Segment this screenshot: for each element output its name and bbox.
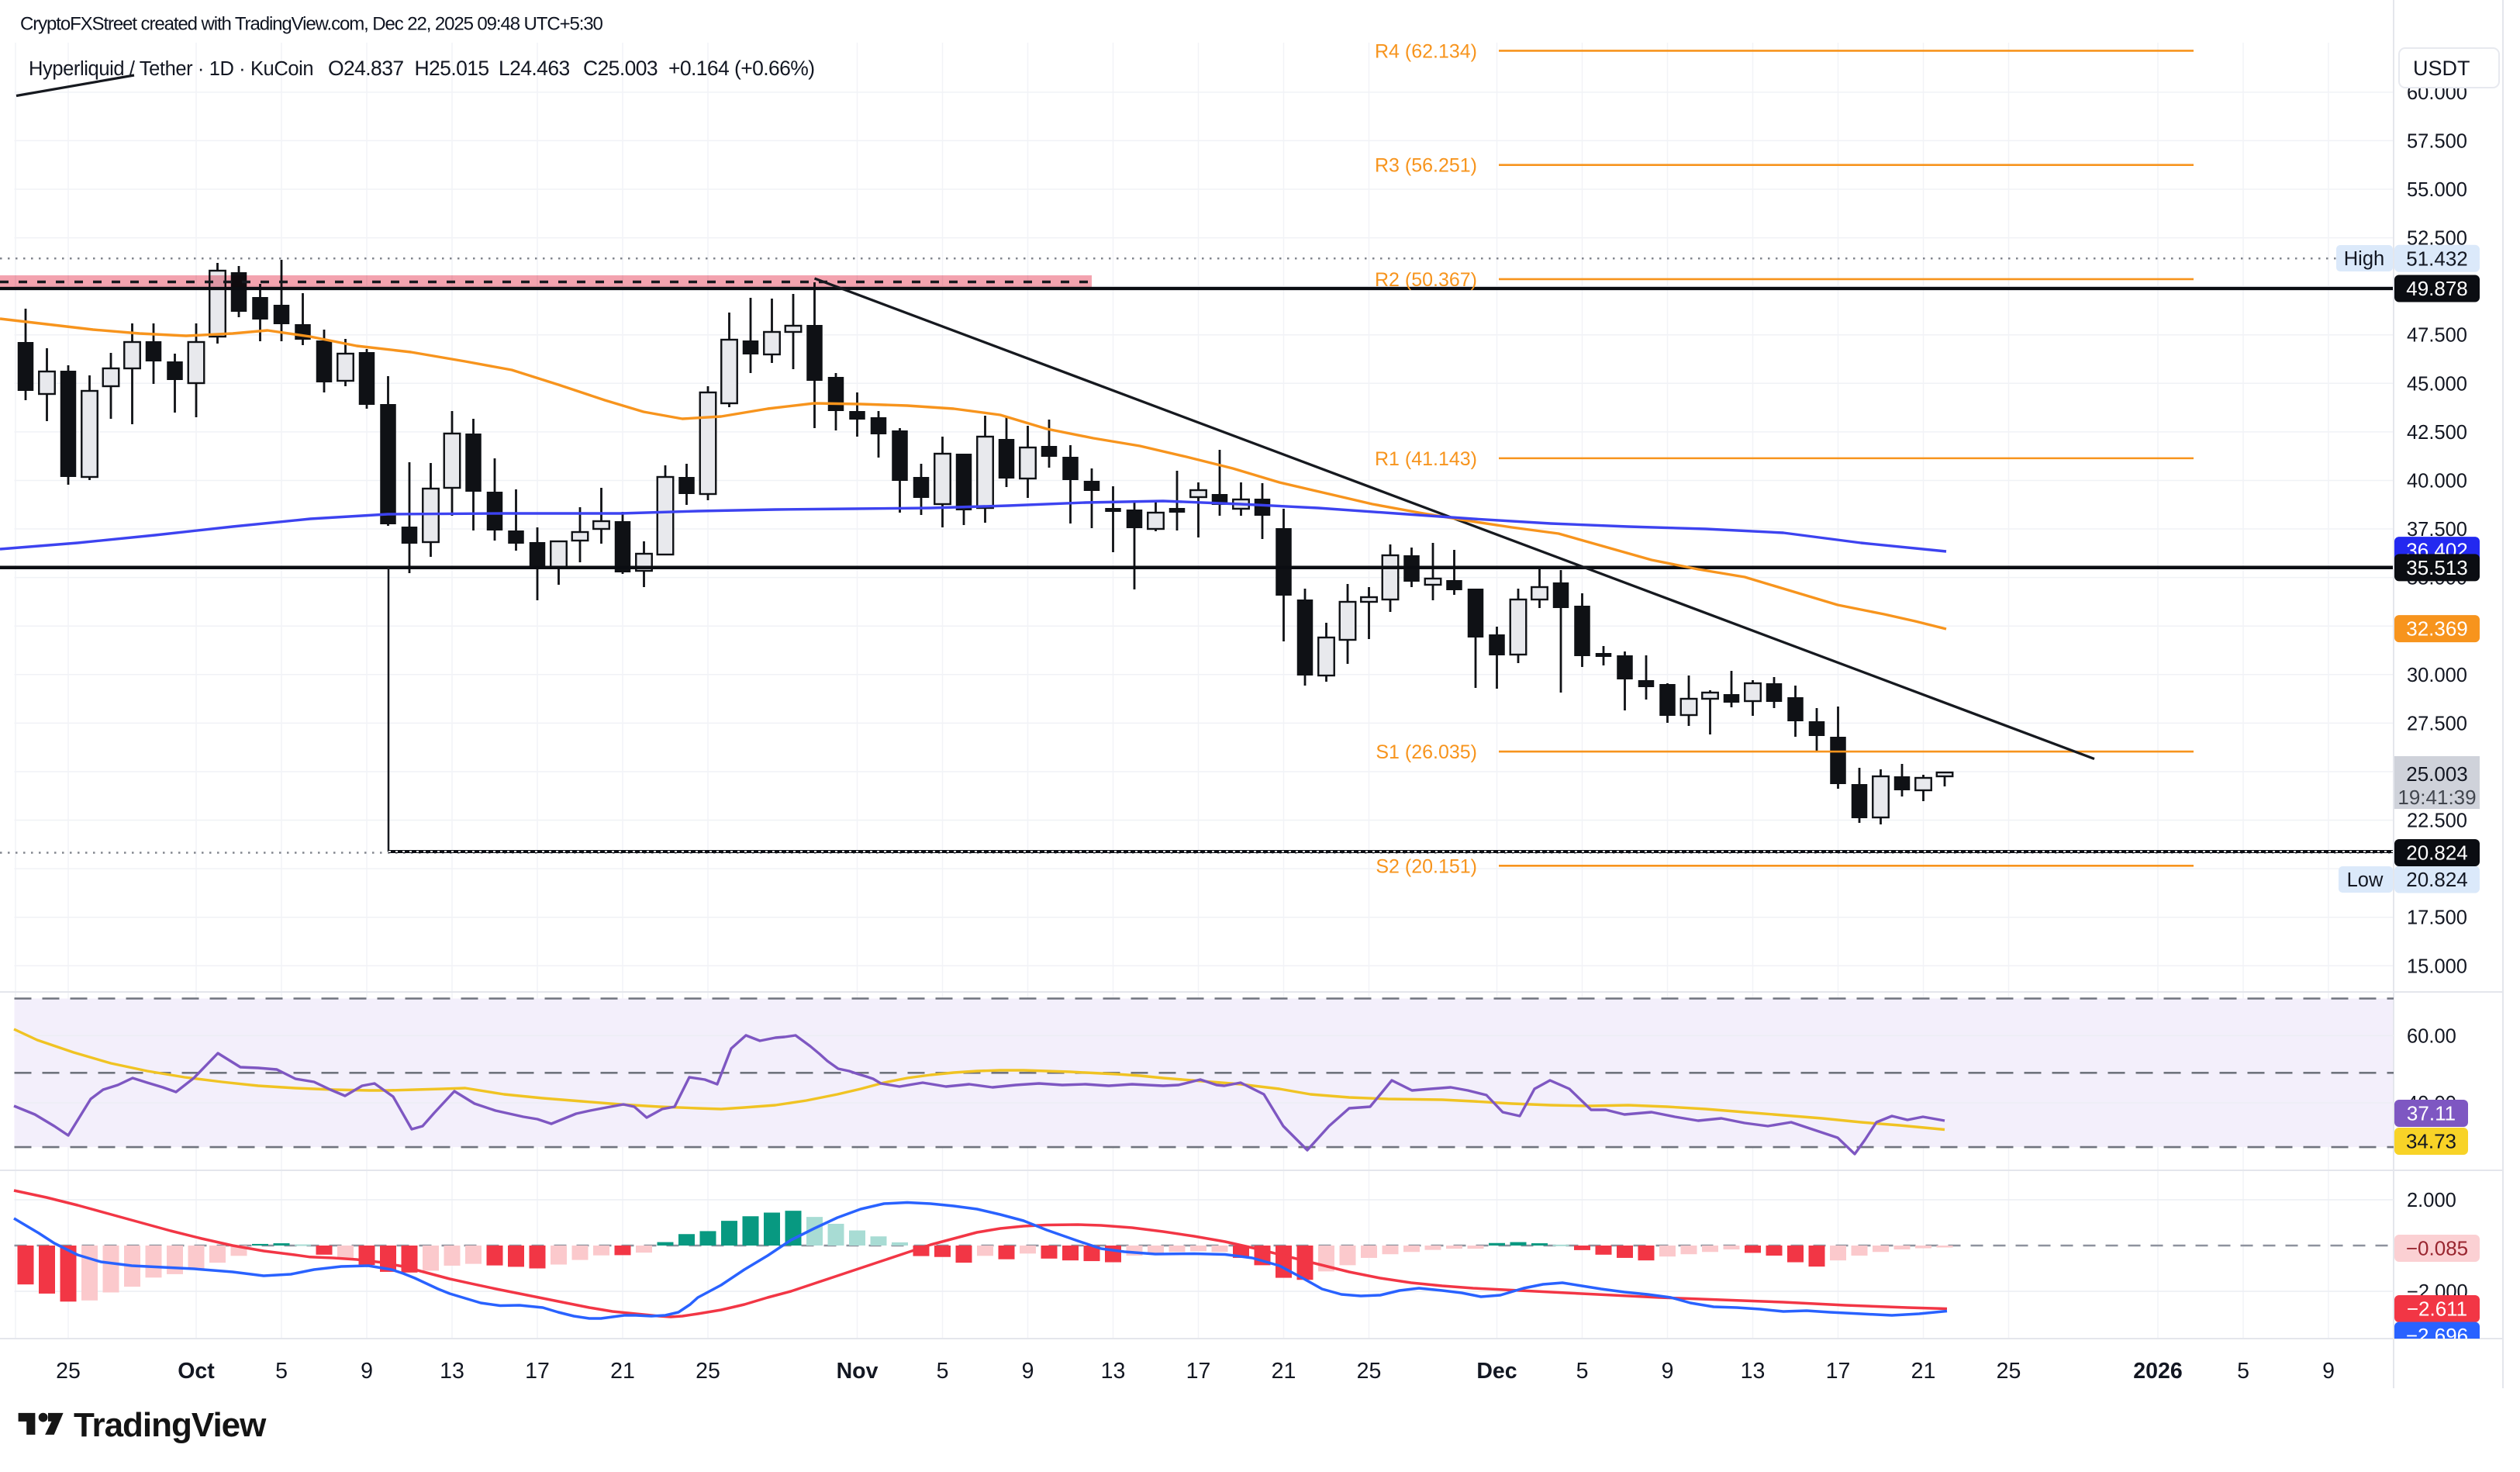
- svg-text:13: 13: [1101, 1359, 1126, 1384]
- svg-text:21: 21: [610, 1359, 635, 1384]
- svg-text:60.00: 60.00: [2407, 1025, 2456, 1047]
- svg-text:57.500: 57.500: [2407, 130, 2467, 152]
- svg-text:9: 9: [2322, 1359, 2335, 1384]
- svg-text:9: 9: [1022, 1359, 1034, 1384]
- svg-text:9: 9: [361, 1359, 373, 1384]
- svg-text:13: 13: [440, 1359, 464, 1384]
- svg-text:42.500: 42.500: [2407, 422, 2467, 444]
- svg-text:5: 5: [937, 1359, 949, 1384]
- svg-text:TradingView: TradingView: [74, 1406, 267, 1444]
- svg-text:20.824: 20.824: [2406, 868, 2468, 891]
- svg-text:−2.611: −2.611: [2407, 1298, 2467, 1321]
- svg-text:21: 21: [1272, 1359, 1296, 1384]
- svg-text:Hyperliquid / Tether · 1D · Ku: Hyperliquid / Tether · 1D · KuCoin: [29, 58, 313, 80]
- svg-text:17: 17: [1826, 1359, 1851, 1384]
- svg-text:R3 (56.251): R3 (56.251): [1375, 155, 1477, 177]
- svg-text:5: 5: [2237, 1359, 2249, 1384]
- svg-text:47.500: 47.500: [2407, 325, 2467, 347]
- svg-text:25: 25: [696, 1359, 720, 1384]
- svg-text:20.824: 20.824: [2406, 841, 2468, 865]
- svg-text:34.73: 34.73: [2406, 1130, 2456, 1153]
- svg-text:15.000: 15.000: [2407, 955, 2467, 977]
- svg-text:Oct: Oct: [178, 1359, 215, 1384]
- svg-text:55.000: 55.000: [2407, 179, 2467, 201]
- svg-text:25: 25: [1357, 1359, 1382, 1384]
- svg-text:49.878: 49.878: [2406, 277, 2468, 300]
- svg-text:5: 5: [275, 1359, 288, 1384]
- svg-text:40.000: 40.000: [2407, 470, 2467, 492]
- svg-text:21: 21: [1911, 1359, 1936, 1384]
- svg-text:R1 (41.143): R1 (41.143): [1375, 448, 1477, 470]
- svg-text:35.513: 35.513: [2406, 556, 2468, 579]
- svg-text:25: 25: [56, 1359, 81, 1384]
- svg-text:19:41:39: 19:41:39: [2397, 786, 2476, 809]
- svg-text:Nov: Nov: [837, 1359, 879, 1384]
- svg-text:2.000: 2.000: [2407, 1190, 2456, 1211]
- svg-text:R2 (50.367): R2 (50.367): [1375, 269, 1477, 291]
- svg-text:S1 (26.035): S1 (26.035): [1376, 741, 1477, 763]
- svg-text:17: 17: [1186, 1359, 1211, 1384]
- svg-text:Dec: Dec: [1476, 1359, 1517, 1384]
- svg-text:25: 25: [1997, 1359, 2021, 1384]
- svg-text:32.369: 32.369: [2406, 617, 2468, 641]
- svg-text:22.500: 22.500: [2407, 810, 2467, 832]
- svg-text:Low: Low: [2347, 869, 2384, 891]
- svg-text:27.500: 27.500: [2407, 713, 2467, 734]
- svg-text:13: 13: [1741, 1359, 1766, 1384]
- svg-text:37.11: 37.11: [2407, 1102, 2456, 1125]
- svg-text:−0.085: −0.085: [2406, 1237, 2468, 1260]
- svg-text:2026: 2026: [2133, 1359, 2182, 1384]
- svg-text:High: High: [2344, 248, 2384, 270]
- svg-text:5: 5: [1576, 1359, 1589, 1384]
- svg-text:51.432: 51.432: [2406, 247, 2468, 270]
- svg-text:17.500: 17.500: [2407, 907, 2467, 929]
- svg-text:−2.696: −2.696: [2406, 1324, 2468, 1347]
- svg-text:30.000: 30.000: [2407, 665, 2467, 686]
- svg-text:CryptoFXStreet created with Tr: CryptoFXStreet created with TradingView.…: [20, 14, 603, 35]
- svg-text:25.003: 25.003: [2406, 762, 2468, 786]
- svg-text:S2 (20.151): S2 (20.151): [1376, 855, 1477, 877]
- svg-text:17: 17: [525, 1359, 550, 1384]
- svg-text:USDT: USDT: [2413, 57, 2470, 80]
- svg-text:45.000: 45.000: [2407, 373, 2467, 395]
- svg-text:R4 (62.134): R4 (62.134): [1375, 40, 1477, 62]
- svg-text:9: 9: [1662, 1359, 1674, 1384]
